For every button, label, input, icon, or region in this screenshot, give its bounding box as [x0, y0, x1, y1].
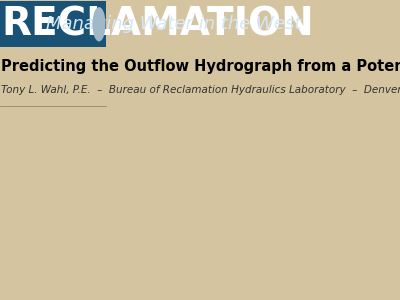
- FancyBboxPatch shape: [0, 1, 106, 47]
- Text: Managing Water in the West: Managing Water in the West: [46, 15, 302, 33]
- Text: Predicting the Outflow Hydrograph from a Potential Power Canal Breach: Predicting the Outflow Hydrograph from a…: [1, 59, 400, 74]
- Text: Tony L. Wahl, P.E.  –  Bureau of Reclamation Hydraulics Laboratory  –  Denver, C: Tony L. Wahl, P.E. – Bureau of Reclamati…: [1, 85, 400, 95]
- Text: RECLAMATION: RECLAMATION: [1, 5, 314, 43]
- Circle shape: [93, 8, 105, 41]
